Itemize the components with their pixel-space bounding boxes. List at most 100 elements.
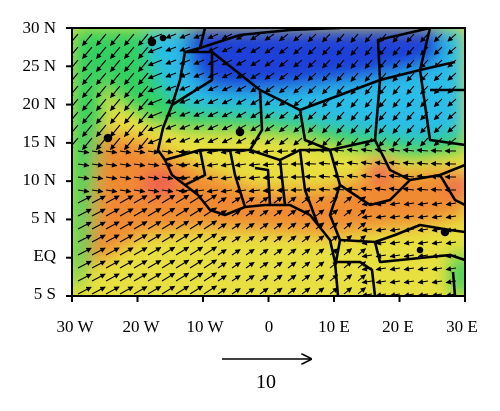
wind-vector xyxy=(402,186,415,193)
wind-vector xyxy=(147,124,163,132)
wind-vector xyxy=(105,175,118,181)
wind-vector xyxy=(147,59,163,67)
wind-vector xyxy=(392,59,401,69)
wind-vector xyxy=(315,196,325,204)
wind-vector xyxy=(360,186,373,192)
wind-vector xyxy=(203,220,218,230)
wind-vector xyxy=(278,46,289,55)
wind-vector xyxy=(147,246,162,256)
wind-vector xyxy=(217,197,227,204)
wind-vector xyxy=(250,46,261,54)
wind-vector xyxy=(350,33,359,43)
wind-vector xyxy=(336,124,345,134)
wind-vector xyxy=(374,173,387,179)
wind-vector xyxy=(147,285,162,295)
wind-vector xyxy=(105,221,120,230)
wind-vector xyxy=(248,187,261,194)
wind-vector xyxy=(417,227,429,233)
wind-vector xyxy=(364,111,373,121)
wind-vector xyxy=(307,111,317,120)
wind-vector xyxy=(357,209,367,217)
wind-vector xyxy=(123,137,135,151)
wind-vector xyxy=(193,124,205,130)
wind-vector xyxy=(105,149,118,155)
wind-vector xyxy=(278,59,289,68)
wind-vector xyxy=(406,98,415,108)
wind-vector xyxy=(203,246,218,256)
wind-vector xyxy=(403,214,415,220)
wind-vector xyxy=(137,98,149,112)
wind-vector xyxy=(231,287,241,295)
wind-vector xyxy=(318,186,331,193)
wind-vector xyxy=(417,253,429,259)
wind-vector xyxy=(293,72,303,81)
wind-vector xyxy=(217,262,227,269)
wind-vector xyxy=(259,274,269,282)
wind-vector xyxy=(95,85,107,99)
wind-vector xyxy=(403,240,415,246)
wind-vector xyxy=(147,194,162,204)
wind-vector xyxy=(231,235,241,243)
wind-vector xyxy=(81,111,93,125)
wind-vector xyxy=(357,222,367,230)
wind-vector xyxy=(389,227,401,233)
wind-vector xyxy=(179,59,191,65)
x-tick-label: 30 E xyxy=(446,317,478,336)
wind-vector xyxy=(301,287,311,295)
wind-vector xyxy=(388,147,401,153)
wind-vector xyxy=(161,207,176,217)
wind-vector xyxy=(378,46,387,56)
wind-vector xyxy=(430,147,443,154)
wind-vector xyxy=(147,259,162,269)
wind-vector xyxy=(301,248,311,256)
wind-vector xyxy=(193,59,205,65)
wind-vector xyxy=(105,208,120,217)
wind-vector xyxy=(273,248,283,256)
wind-vector xyxy=(133,260,148,269)
wind-vector xyxy=(77,175,90,181)
wind-vector xyxy=(206,162,219,168)
wind-vector xyxy=(264,46,275,54)
wind-vector xyxy=(420,137,429,147)
wind-vector xyxy=(105,273,120,282)
wind-vector xyxy=(133,234,148,243)
wind-vector xyxy=(287,248,297,256)
wind-vector xyxy=(221,46,233,53)
wind-vector xyxy=(307,46,317,55)
wind-vector xyxy=(105,247,120,256)
wind-vector xyxy=(95,59,107,73)
wind-vector xyxy=(307,72,317,81)
wind-vector xyxy=(389,253,401,259)
wind-vector xyxy=(322,72,331,82)
wind-vector xyxy=(109,137,121,151)
wind-vector xyxy=(378,124,387,134)
wind-vector xyxy=(430,160,443,167)
wind-vector xyxy=(315,261,325,269)
wind-vector xyxy=(105,234,120,243)
wind-vector xyxy=(245,222,255,230)
wind-vector xyxy=(406,85,415,95)
wind-vector xyxy=(91,273,106,282)
wind-vector xyxy=(388,173,401,179)
wind-vector xyxy=(378,98,387,108)
wind-vector xyxy=(445,240,457,246)
wind-vector xyxy=(361,227,373,233)
wind-vector xyxy=(231,209,241,217)
wind-vector xyxy=(207,98,219,105)
wind-vector xyxy=(350,59,359,69)
wind-vector xyxy=(133,273,148,282)
wind-vector xyxy=(360,160,373,166)
wind-vector xyxy=(147,162,160,168)
wind-vector xyxy=(273,287,283,295)
wind-vector xyxy=(119,195,134,204)
wind-vector xyxy=(293,98,303,107)
wind-vector xyxy=(278,33,289,42)
wind-vector xyxy=(248,161,261,168)
wind-vector xyxy=(264,59,275,67)
wind-vector xyxy=(123,111,135,125)
wind-vector xyxy=(221,137,233,144)
wind-vector xyxy=(433,46,443,56)
wind-vector xyxy=(276,161,289,168)
wind-vector xyxy=(278,85,289,94)
